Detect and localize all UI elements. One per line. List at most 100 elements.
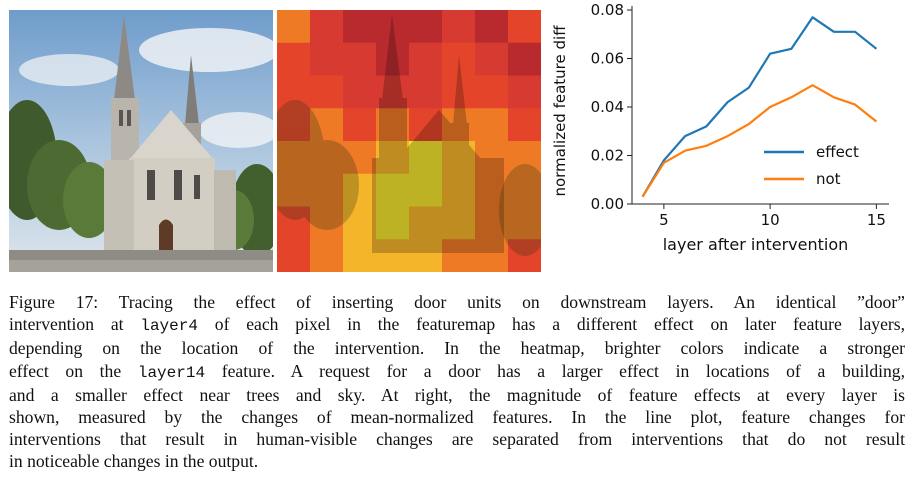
heatmap-cell [310,206,344,240]
heatmap-cell [442,10,476,44]
heatmap-cell [508,42,541,76]
heatmap-cell [310,141,344,175]
caption-code: layer14 [137,363,206,382]
x-tick-label: 5 [659,211,669,229]
heatmap-cell [409,173,443,207]
y-tick-label: 0.08 [591,1,624,19]
caption-text: Figure 17: Tracing the effect of inserti… [9,292,905,312]
heatmap-cell [376,173,410,207]
church-photo [9,10,273,272]
heatmap-cell [343,206,377,240]
heatmap-cell [376,42,410,76]
heatmap-cell [475,75,509,109]
caption-text: depending on the location of the interve… [9,338,905,359]
heatmap-cell [409,10,443,44]
heatmap-cell [277,141,311,175]
heatmap-cell [409,75,443,109]
heatmap-cell [376,141,410,175]
heatmap-cell [277,206,311,240]
legend-label-not: not [816,170,841,188]
heatmap-panel [277,10,541,272]
heatmap-cell [376,239,410,272]
heatmap-cell [442,239,476,272]
heatmap-cell [376,10,410,44]
y-tick-label: 0.04 [591,98,624,116]
heatmap-cell [508,173,541,207]
caption-line: in noticeable changes in the output. [9,450,905,472]
heatmap-cell [409,42,443,76]
legend-label-effect: effect [816,143,859,161]
heatmap-cell [475,10,509,44]
caption-line: Figure 17: Tracing the effect of inserti… [9,291,905,313]
church-silhouette [372,15,504,253]
heatmap-cell [343,173,377,207]
y-tick-label: 0.06 [591,50,624,68]
y-axis-label: normalized feature diff [551,25,569,197]
caption-text: interventions that result in human-visib… [9,429,905,450]
caption-text: of each pixel in the featuremap has a di… [197,314,905,335]
series-line-not [641,84,878,198]
heatmap-cell [343,42,377,76]
heatmap-cell [442,75,476,109]
heatmap-cell [409,141,443,175]
heatmap-cell [475,173,509,207]
heatmap-cell [277,42,311,76]
heatmap-cell [409,108,443,142]
x-tick-label: 10 [761,211,780,229]
caption-line: intervention at layer4 of each pixel in … [9,313,905,337]
y-tick-label: 0.02 [591,147,624,165]
x-axis-label: layer after intervention [663,235,849,254]
heatmap-cell [310,10,344,44]
caption-text: shown, measured by the changes of mean-n… [9,407,905,428]
heatmap-cell [475,108,509,142]
caption-line: effect on the layer14 feature. A request… [9,360,905,384]
heatmap-cell [310,42,344,76]
caption-text: and a smaller effect near trees and sky.… [9,384,905,405]
heatmap-cell [442,141,476,175]
heatmap-cell [310,108,344,142]
heatmap-cell [475,42,509,76]
heatmap-cell [376,75,410,109]
caption-line: and a smaller effect near trees and sky.… [9,384,905,406]
heatmap-cell [508,10,541,44]
x-tick-label: 15 [867,211,886,229]
heatmap-cell [343,141,377,175]
heatmap-cell [343,75,377,109]
heatmap-cell [508,141,541,175]
caption-code: layer4 [140,317,198,336]
figure-caption: Figure 17: Tracing the effect of inserti… [9,291,905,473]
heatmap-cell [442,108,476,142]
heatmap-cell [277,239,311,272]
heatmap-cell [442,42,476,76]
line-chart: 0.00 0.02 0.04 0.06 0.08 5 10 15 layer after int… [551,1,889,254]
heatmap-cell [277,173,311,207]
heatmap-cell [475,206,509,240]
heatmap-cell [409,206,443,240]
heatmap-cell [277,10,311,44]
heatmap-cell [508,108,541,142]
y-tick-label: 0.00 [591,195,624,213]
heatmap-cell [475,239,509,272]
heatmap-cell [277,108,311,142]
caption-text: intervention at [9,314,141,335]
heatmap-cell [376,108,410,142]
heatmap-cell [508,75,541,109]
heatmap-cell [277,75,311,109]
heatmap-cell [442,173,476,207]
heatmap-cell [376,206,410,240]
heatmap-cell [409,239,443,272]
caption-text: effect on the [9,360,138,381]
heatmap-cell [475,141,509,175]
heatmap-cell [310,239,344,272]
caption-text: in noticeable changes in the output. [9,451,259,472]
heatmap-cell [343,10,377,44]
heatmap-cell [343,108,377,142]
heatmap-cell [310,75,344,109]
heatmap [277,10,541,272]
heatmap-cell [508,206,541,240]
caption-line: shown, measured by the changes of mean-n… [9,406,905,428]
heatmap-cell [310,173,344,207]
caption-line: depending on the location of the interve… [9,337,905,359]
series-line-effect [641,16,878,198]
heatmap-cell [442,206,476,240]
